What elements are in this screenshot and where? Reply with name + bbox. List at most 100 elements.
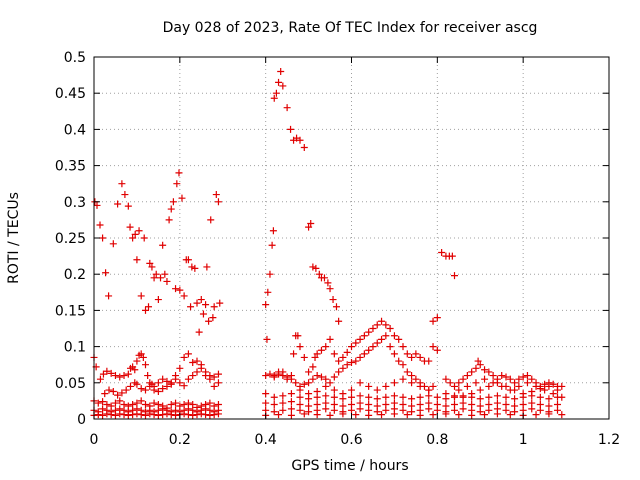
data-point	[369, 325, 377, 332]
data-point	[476, 361, 484, 369]
data-point	[176, 364, 184, 372]
data-point	[326, 335, 334, 343]
data-point	[403, 368, 411, 376]
data-point	[451, 382, 458, 390]
y-axis-label: ROTI / TECUs	[6, 192, 22, 284]
data-point	[365, 411, 373, 419]
data-point	[290, 350, 298, 358]
data-point	[451, 393, 458, 401]
data-point	[296, 386, 304, 394]
data-point	[189, 359, 197, 367]
data-point	[300, 353, 308, 361]
data-point	[472, 379, 480, 387]
data-point	[506, 375, 514, 383]
data-point	[433, 346, 441, 354]
data-point	[442, 410, 450, 418]
data-point	[476, 395, 484, 403]
data-point	[459, 392, 467, 400]
y-tick-label: 0.1	[64, 340, 86, 356]
data-point	[493, 410, 501, 418]
x-tick-label: 0	[90, 432, 99, 448]
data-point	[382, 321, 390, 329]
data-point	[142, 411, 149, 419]
data-point	[429, 317, 437, 325]
data-point	[335, 368, 343, 376]
data-point	[210, 411, 218, 419]
data-point	[554, 406, 561, 414]
data-point	[184, 375, 192, 383]
data-point	[442, 395, 450, 403]
data-point	[266, 270, 274, 278]
data-point	[184, 350, 192, 358]
data-point	[455, 386, 463, 394]
data-point	[279, 82, 287, 90]
data-point	[165, 216, 173, 224]
data-point	[320, 274, 328, 282]
data-point	[118, 389, 126, 397]
data-point	[348, 359, 355, 367]
data-point	[193, 368, 201, 376]
data-point	[294, 332, 302, 340]
data-point	[511, 408, 519, 416]
data-point	[105, 292, 113, 300]
data-point	[111, 411, 119, 419]
data-point	[330, 373, 338, 381]
data-point	[296, 343, 304, 351]
data-point	[99, 411, 107, 419]
data-point	[360, 350, 368, 358]
data-point	[433, 406, 441, 414]
data-point	[203, 263, 211, 271]
data-point	[150, 386, 158, 394]
data-point	[386, 343, 394, 351]
data-point	[352, 357, 360, 365]
data-point	[476, 386, 484, 394]
data-point	[109, 387, 117, 395]
data-point	[365, 382, 373, 390]
data-point	[275, 411, 283, 419]
data-point	[270, 401, 278, 409]
x-tick-label: 0.4	[255, 432, 277, 448]
data-point	[114, 391, 122, 399]
data-point	[279, 368, 287, 376]
data-point	[154, 387, 162, 395]
data-point	[438, 248, 446, 256]
data-point	[352, 339, 360, 347]
data-point	[395, 335, 403, 343]
data-point	[322, 382, 330, 390]
data-point	[339, 395, 347, 403]
data-point	[339, 364, 347, 372]
data-point	[131, 230, 139, 238]
data-point	[159, 241, 167, 249]
data-point	[554, 386, 561, 394]
data-point	[287, 125, 295, 133]
data-point	[348, 406, 355, 414]
data-point	[191, 264, 199, 272]
data-point	[312, 264, 320, 272]
data-point	[283, 373, 291, 381]
data-point	[216, 299, 224, 307]
data-point	[148, 263, 156, 271]
data-point	[129, 234, 137, 242]
data-point	[120, 372, 128, 380]
data-point	[468, 411, 476, 419]
data-point	[506, 411, 514, 419]
data-point	[313, 372, 321, 380]
data-point	[206, 399, 214, 407]
data-point	[433, 393, 441, 401]
data-point	[137, 350, 145, 358]
data-point	[180, 410, 188, 418]
data-point	[187, 303, 195, 311]
data-point	[536, 406, 544, 414]
data-point	[332, 303, 340, 311]
data-point	[142, 386, 149, 394]
data-point	[205, 317, 213, 325]
data-point	[446, 379, 454, 387]
data-point	[101, 390, 109, 398]
ticks-layer: 0 0.05 0.1 0.15 0.2 0.25 0.3 0.35 0.4 0.45 0.5 0 0.2…	[55, 50, 620, 448]
data-point	[545, 395, 553, 403]
data-point	[142, 401, 149, 409]
data-point	[269, 227, 277, 235]
data-point	[528, 392, 536, 400]
data-point	[399, 343, 407, 351]
data-point	[264, 288, 272, 296]
